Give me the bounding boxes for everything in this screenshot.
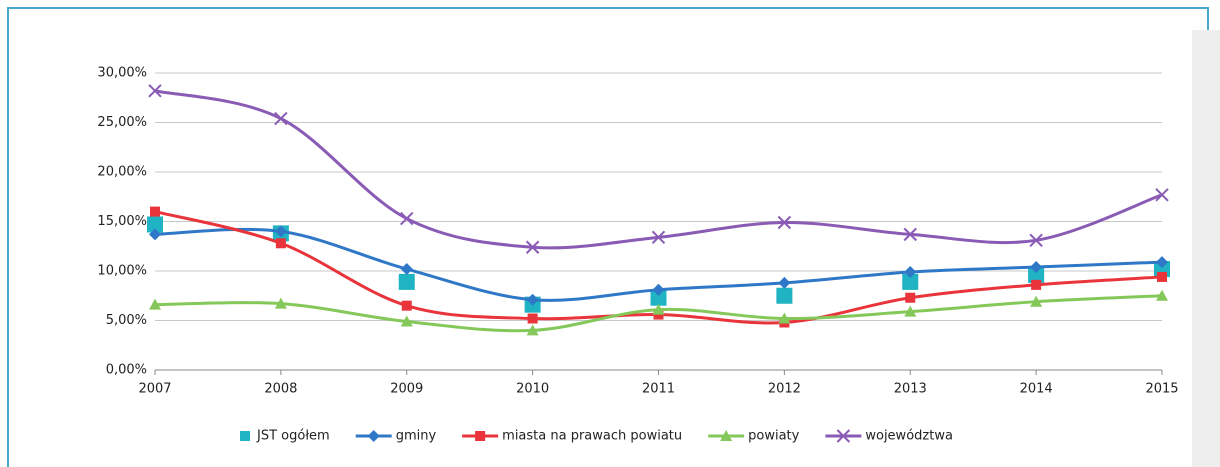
marker [150, 206, 160, 217]
marker [777, 215, 792, 230]
marker [147, 216, 163, 233]
marker [274, 297, 287, 309]
marker [651, 230, 666, 245]
marker [1030, 295, 1043, 307]
x-tick-label: 2015 [1145, 382, 1178, 397]
marker [778, 312, 791, 324]
marker [905, 292, 916, 303]
marker [400, 315, 413, 327]
marker [904, 265, 917, 278]
y-tick-label: 15,00% [97, 214, 147, 229]
legend-marker [720, 430, 733, 441]
marker [525, 240, 540, 254]
marker [902, 273, 919, 290]
legend-marker [475, 431, 486, 441]
marker [776, 287, 793, 304]
marker [275, 238, 286, 249]
x-tick-label: 2009 [390, 382, 423, 397]
marker [274, 225, 287, 238]
marker [1157, 271, 1167, 282]
marker [903, 227, 917, 242]
marker [398, 273, 415, 290]
side-strip [1192, 30, 1220, 467]
marker [526, 324, 539, 336]
marker [149, 298, 161, 310]
x-tick-label: 2010 [516, 382, 549, 397]
marker [1030, 261, 1043, 274]
x-tick-label: 2011 [642, 382, 675, 397]
y-tick-label: 25,00% [97, 115, 147, 130]
marker [527, 313, 538, 324]
marker [650, 289, 667, 306]
marker [400, 263, 413, 276]
marker [401, 300, 412, 311]
marker [1031, 279, 1042, 290]
legend-label: gminy [396, 429, 437, 444]
marker [149, 228, 161, 241]
y-tick-label: 20,00% [97, 165, 147, 180]
marker [1155, 188, 1169, 202]
marker [400, 211, 414, 226]
marker [1156, 256, 1168, 269]
legend-label: JST ogółem [256, 429, 330, 444]
y-tick-label: 0,00% [106, 363, 147, 378]
frame [7, 7, 1209, 467]
marker [778, 276, 791, 289]
marker [274, 111, 288, 126]
legend-label: województwa [865, 429, 953, 444]
x-tick-label: 2007 [138, 382, 171, 397]
legend-marker [367, 430, 380, 442]
marker [148, 84, 162, 98]
marker [1029, 233, 1043, 248]
legend-marker [836, 429, 851, 443]
legend: JST ogółem gminy miasta na prawach powiatu… [240, 429, 953, 444]
marker [904, 305, 917, 317]
y-tick-label: 10,00% [97, 264, 147, 279]
marker [652, 283, 665, 296]
x-tick-label: 2012 [768, 382, 801, 397]
marker [1156, 289, 1168, 301]
y-tick-label: 30,00% [97, 66, 147, 81]
marker [1028, 266, 1045, 283]
legend-marker [240, 431, 250, 441]
legend-label: powiaty [748, 429, 800, 444]
y-tick-label: 5,00% [106, 313, 147, 328]
x-tick-label: 2013 [894, 382, 927, 397]
marker [526, 293, 539, 306]
x-tick-label: 2008 [264, 382, 297, 397]
legend-label: miasta na prawach powiatu [502, 429, 682, 444]
marker [652, 303, 665, 315]
x-tick-label: 2014 [1020, 382, 1053, 397]
